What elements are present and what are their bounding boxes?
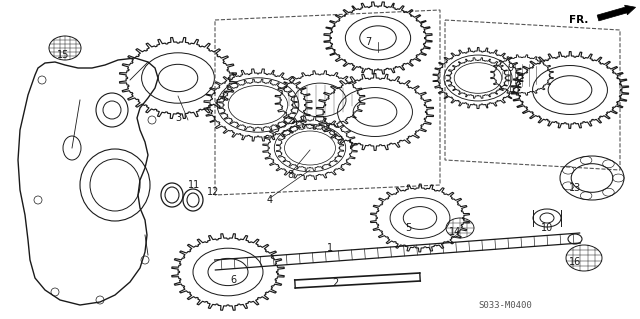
FancyArrow shape xyxy=(597,5,636,21)
Text: 8: 8 xyxy=(287,170,293,180)
Text: FR.: FR. xyxy=(568,15,588,25)
Text: S033-M0400: S033-M0400 xyxy=(478,300,532,309)
Text: 3: 3 xyxy=(175,113,181,123)
Text: 6: 6 xyxy=(230,275,236,285)
Text: 13: 13 xyxy=(569,183,581,193)
Text: 11: 11 xyxy=(188,180,200,190)
Text: 1: 1 xyxy=(327,243,333,253)
Text: 14: 14 xyxy=(449,227,461,237)
Text: 4: 4 xyxy=(267,195,273,205)
Text: 10: 10 xyxy=(541,223,553,233)
Text: 16: 16 xyxy=(569,257,581,267)
Text: 9: 9 xyxy=(507,63,513,73)
Text: 2: 2 xyxy=(332,278,338,288)
Text: 7: 7 xyxy=(365,37,371,47)
Text: 15: 15 xyxy=(57,50,69,60)
Text: 5: 5 xyxy=(405,223,411,233)
Text: 12: 12 xyxy=(207,187,219,197)
